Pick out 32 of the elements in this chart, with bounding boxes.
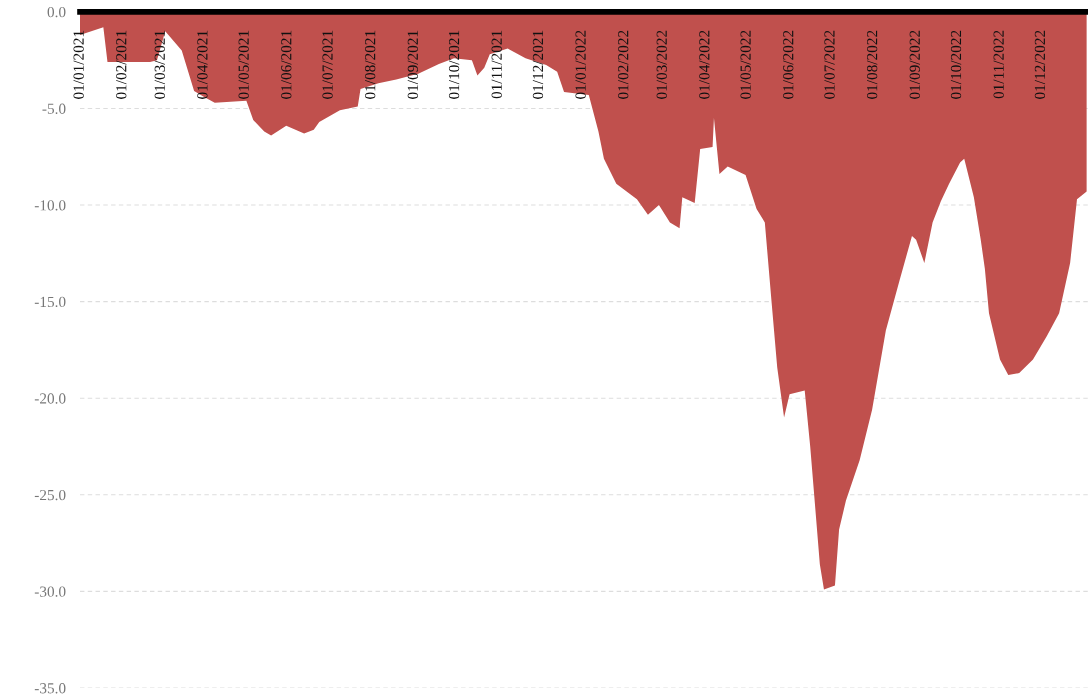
x-tick-label: 01/08/2022 bbox=[866, 30, 878, 99]
x-tick-label: 01/06/2022 bbox=[783, 30, 794, 99]
x-tick-label: 01/11/2022 bbox=[993, 30, 1004, 99]
x-tick-label: 01/08/2021 bbox=[365, 30, 376, 99]
y-tick-label: -30.0 bbox=[34, 586, 66, 597]
x-tick-label: 01/10/2022 bbox=[950, 30, 962, 99]
x-tick-label: 01/04/2022 bbox=[699, 30, 710, 99]
x-tick-label: 01/06/2021 bbox=[281, 30, 292, 99]
x-tick-label: 01/09/2021 bbox=[407, 30, 418, 99]
x-tick-label: 01/02/2021 bbox=[116, 30, 127, 99]
x-tick-label: 01/07/2022 bbox=[824, 30, 835, 99]
x-tick-label: 01/05/2022 bbox=[740, 30, 751, 99]
x-tick-label: 01/10/2021 bbox=[448, 30, 460, 99]
y-tick-label: -25.0 bbox=[34, 489, 66, 501]
y-tick-label: -5.0 bbox=[42, 103, 66, 114]
y-tick-label: -15.0 bbox=[34, 296, 66, 308]
x-tick-label: 01/03/2021 bbox=[154, 30, 165, 99]
x-tick-label: 01/09/2022 bbox=[909, 30, 920, 99]
x-tick-label: 01/03/2022 bbox=[656, 30, 667, 99]
y-tick-label: -10.0 bbox=[34, 200, 66, 211]
x-tick-label: 01/02/2022 bbox=[618, 30, 629, 99]
x-tick-label: 01/12/2021 bbox=[532, 30, 544, 99]
y-tick-label: -35.0 bbox=[34, 683, 66, 694]
y-tick-label: -20.0 bbox=[34, 393, 66, 404]
x-tick-label: 01/11/2021 bbox=[491, 30, 502, 99]
x-tick-label: 01/07/2021 bbox=[322, 30, 333, 99]
x-tick-label: 01/01/2022 bbox=[575, 30, 586, 99]
x-tick-label: 01/12/2022 bbox=[1034, 30, 1046, 99]
y-tick-label: 0.0 bbox=[47, 6, 66, 18]
x-tick-label: 01/01/2021 bbox=[73, 30, 84, 99]
x-tick-label: 01/05/2021 bbox=[238, 30, 249, 99]
x-tick-label: 01/04/2021 bbox=[197, 30, 208, 99]
